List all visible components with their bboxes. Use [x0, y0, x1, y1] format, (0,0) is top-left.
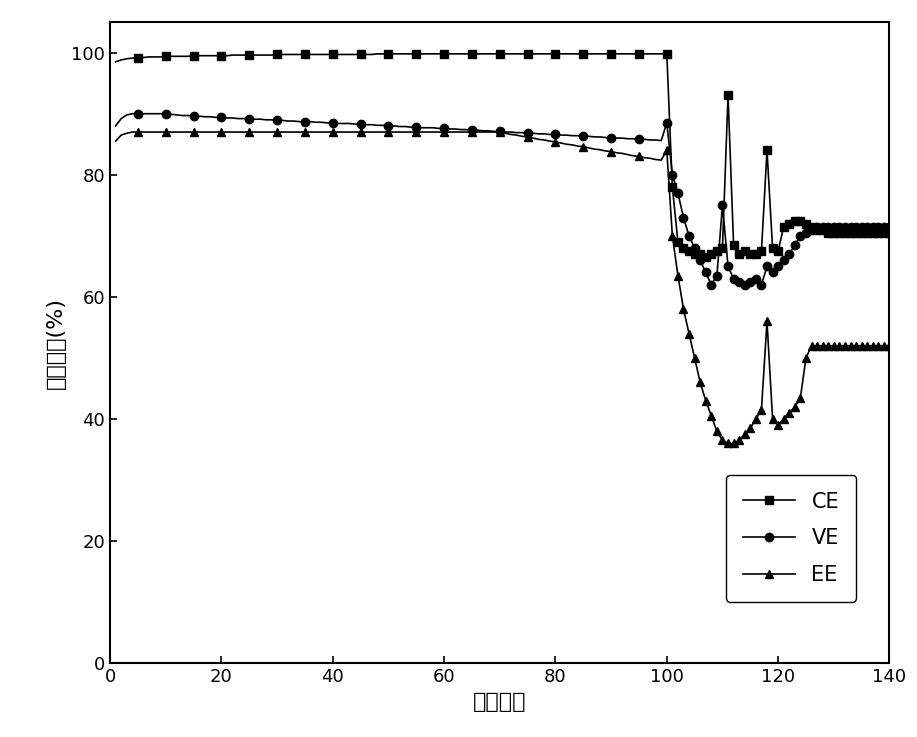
VE	[110, 122, 121, 130]
Legend: CE, VE, EE: CE, VE, EE	[726, 475, 856, 601]
Y-axis label: 电池效率(%): 电池效率(%)	[46, 297, 66, 388]
VE	[884, 223, 895, 231]
EE	[110, 137, 121, 146]
X-axis label: 循环圈数: 循环圈数	[473, 692, 526, 712]
EE	[127, 128, 138, 136]
CE	[138, 53, 149, 62]
EE	[884, 341, 895, 350]
CE	[188, 52, 199, 60]
EE	[438, 128, 449, 136]
EE	[500, 129, 511, 138]
VE	[127, 109, 138, 118]
EE	[160, 128, 171, 136]
CE	[249, 51, 260, 60]
EE	[723, 439, 734, 448]
EE	[193, 128, 204, 136]
CE	[155, 52, 166, 61]
EE	[143, 128, 154, 136]
VE	[706, 280, 717, 289]
CE	[371, 49, 382, 58]
Line: CE: CE	[112, 49, 894, 262]
CE	[884, 228, 895, 237]
Line: VE: VE	[112, 110, 894, 289]
VE	[255, 115, 266, 124]
VE	[500, 128, 511, 136]
EE	[255, 128, 266, 136]
VE	[193, 112, 204, 121]
CE	[110, 57, 121, 66]
Line: EE: EE	[112, 128, 894, 447]
CE	[500, 49, 511, 58]
VE	[160, 109, 171, 118]
CE	[438, 49, 449, 58]
VE	[143, 109, 154, 118]
CE	[701, 253, 712, 262]
VE	[438, 124, 449, 133]
